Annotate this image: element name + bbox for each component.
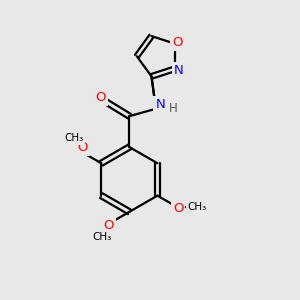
Text: O: O xyxy=(172,36,183,49)
Text: O: O xyxy=(103,219,114,232)
Text: CH₃: CH₃ xyxy=(188,202,207,212)
Text: CH₃: CH₃ xyxy=(92,232,112,242)
Text: O: O xyxy=(77,141,88,154)
Text: CH₃: CH₃ xyxy=(64,133,84,143)
Text: N: N xyxy=(174,64,184,77)
Text: O: O xyxy=(173,202,183,215)
Text: O: O xyxy=(96,91,106,104)
Text: H: H xyxy=(169,102,178,115)
Text: N: N xyxy=(155,98,165,111)
